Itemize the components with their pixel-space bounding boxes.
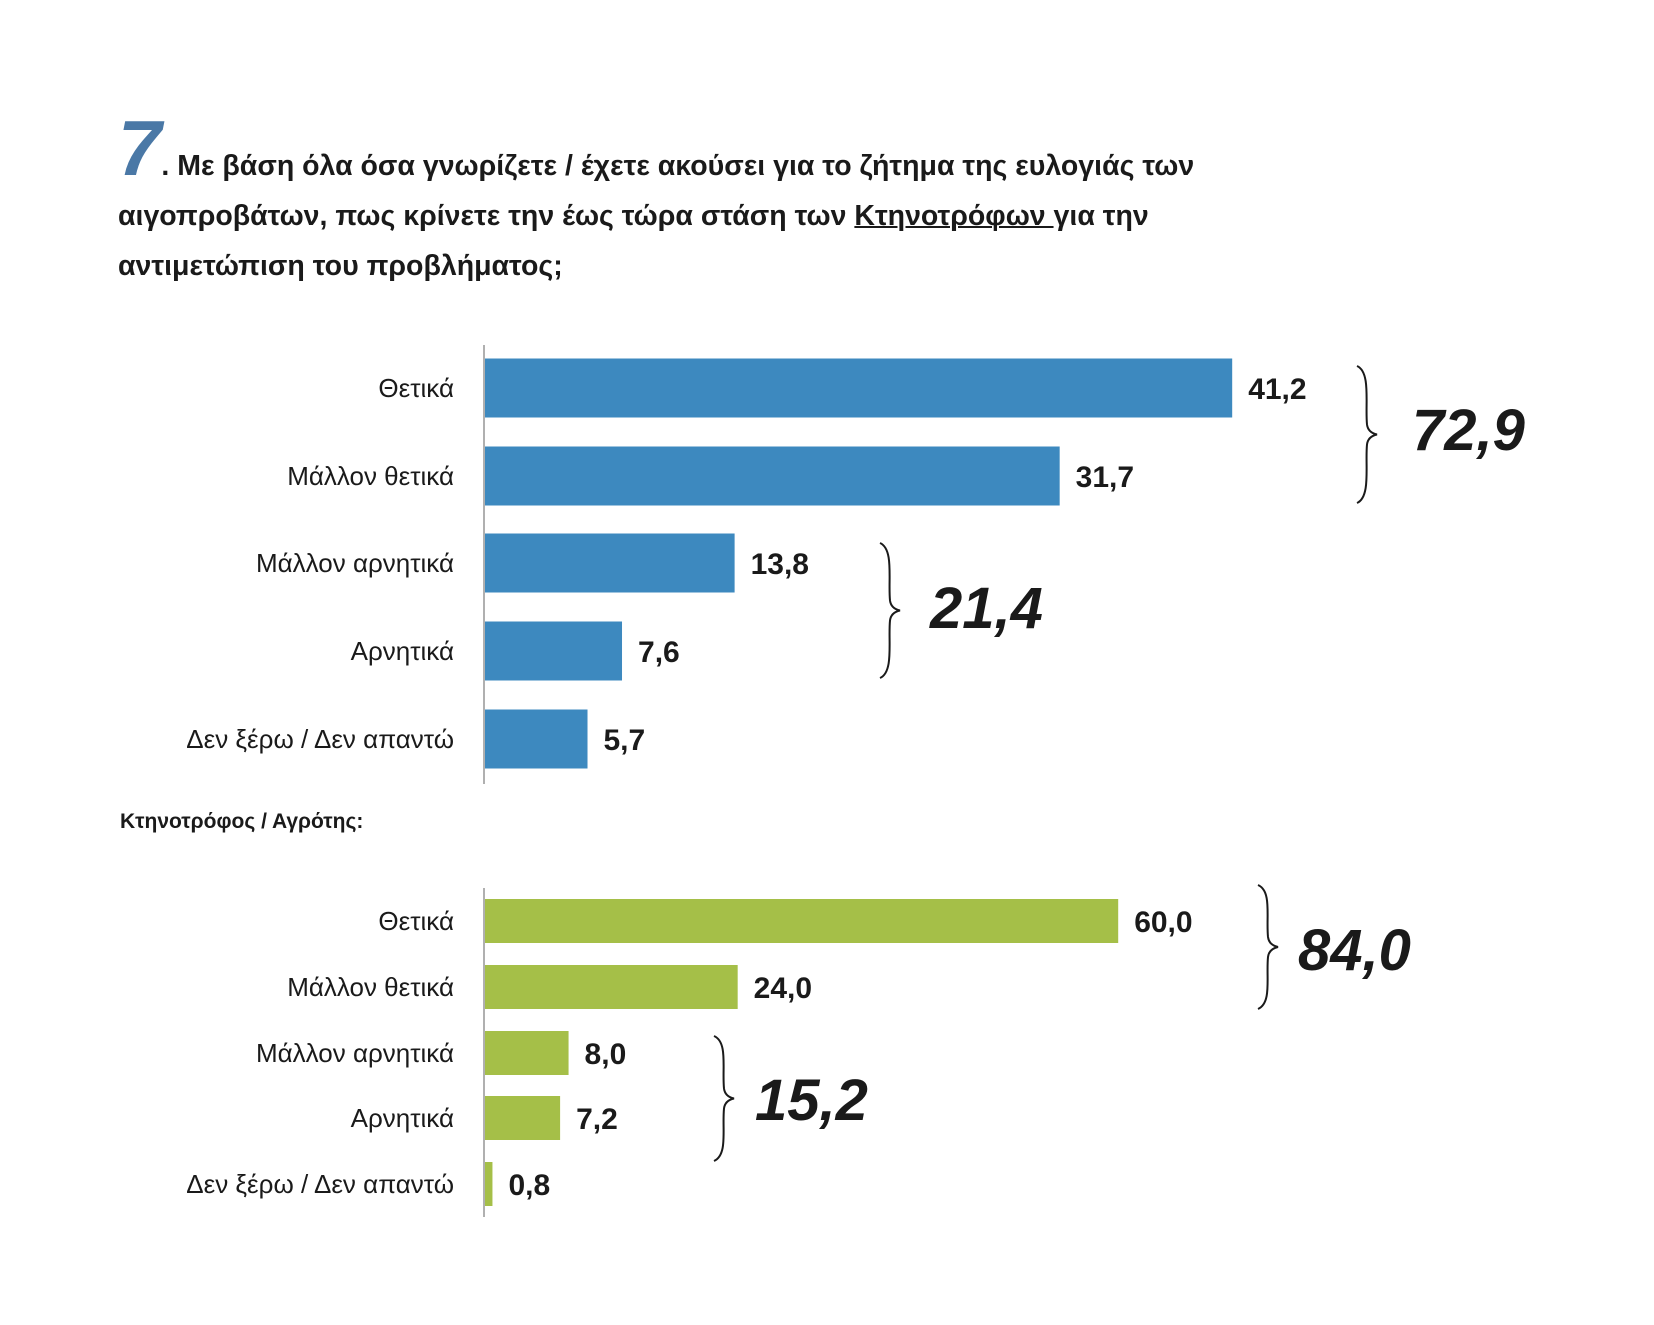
bar <box>484 1162 493 1206</box>
category-label: Αρνητικά <box>351 636 454 666</box>
data-label: 13,8 <box>751 548 809 581</box>
data-label: 7,6 <box>638 636 680 669</box>
category-label: Μάλλον θετικά <box>287 972 454 1002</box>
bar <box>484 899 1119 943</box>
bar <box>484 533 735 593</box>
category-label: Θετικά <box>378 906 454 936</box>
question-line-2: αιγοπροβάτων, πως κρίνετε την έως τώρα σ… <box>118 191 1558 241</box>
question-line-1: 7. Με βάση όλα όσα γνωρίζετε / έχετε ακο… <box>118 109 1558 191</box>
bar <box>484 709 588 769</box>
data-label: 5,7 <box>604 724 646 757</box>
category-label: Δεν ξέρω / Δεν απαντώ <box>186 724 454 754</box>
bar <box>484 1031 569 1075</box>
bar <box>484 446 1060 506</box>
question-text-2b: για την <box>1053 200 1149 232</box>
group-total-label: 84,0 <box>1298 918 1411 983</box>
category-label: Δεν ξέρω / Δεν απαντώ <box>186 1169 454 1199</box>
category-label: Μάλλον αρνητικά <box>256 548 454 578</box>
question-number: 7 <box>118 104 162 192</box>
brace-icon <box>879 542 901 679</box>
group-total-label: 72,9 <box>1412 398 1525 463</box>
brace-icon <box>1356 365 1378 504</box>
group-total-label: 21,4 <box>929 576 1043 641</box>
category-label: Μάλλον αρνητικά <box>256 1038 454 1068</box>
brace-icon <box>713 1035 735 1162</box>
data-label: 31,7 <box>1076 461 1134 494</box>
category-label: Θετικά <box>378 373 454 403</box>
data-label: 41,2 <box>1248 373 1306 406</box>
data-label: 7,2 <box>576 1103 618 1136</box>
data-label: 60,0 <box>1134 906 1192 939</box>
brace-icon <box>1257 884 1279 1010</box>
question-text-2a: αιγοπροβάτων, πως κρίνετε την έως τώρα σ… <box>118 200 855 232</box>
bar <box>484 1096 561 1140</box>
question-title: 7. Με βάση όλα όσα γνωρίζετε / έχετε ακο… <box>118 109 1558 291</box>
category-label: Αρνητικά <box>351 1103 454 1133</box>
data-label: 8,0 <box>585 1038 627 1071</box>
bar <box>484 358 1233 418</box>
question-text-1: . Με βάση όλα όσα γνωρίζετε / έχετε ακού… <box>161 150 1195 182</box>
group-total-label: 15,2 <box>755 1068 868 1133</box>
question-line-3: αντιμετώπιση του προβλήματος; <box>118 250 563 282</box>
bar <box>484 965 738 1009</box>
data-label: 24,0 <box>754 972 812 1005</box>
question-underlined-word: Κτηνοτρόφων <box>854 200 1054 232</box>
data-label: 0,8 <box>508 1169 550 1202</box>
category-label: Μάλλον θετικά <box>287 461 454 491</box>
bar <box>484 621 623 681</box>
subgroup-label: Κτηνοτρόφος / Αγρότης: <box>120 810 364 833</box>
